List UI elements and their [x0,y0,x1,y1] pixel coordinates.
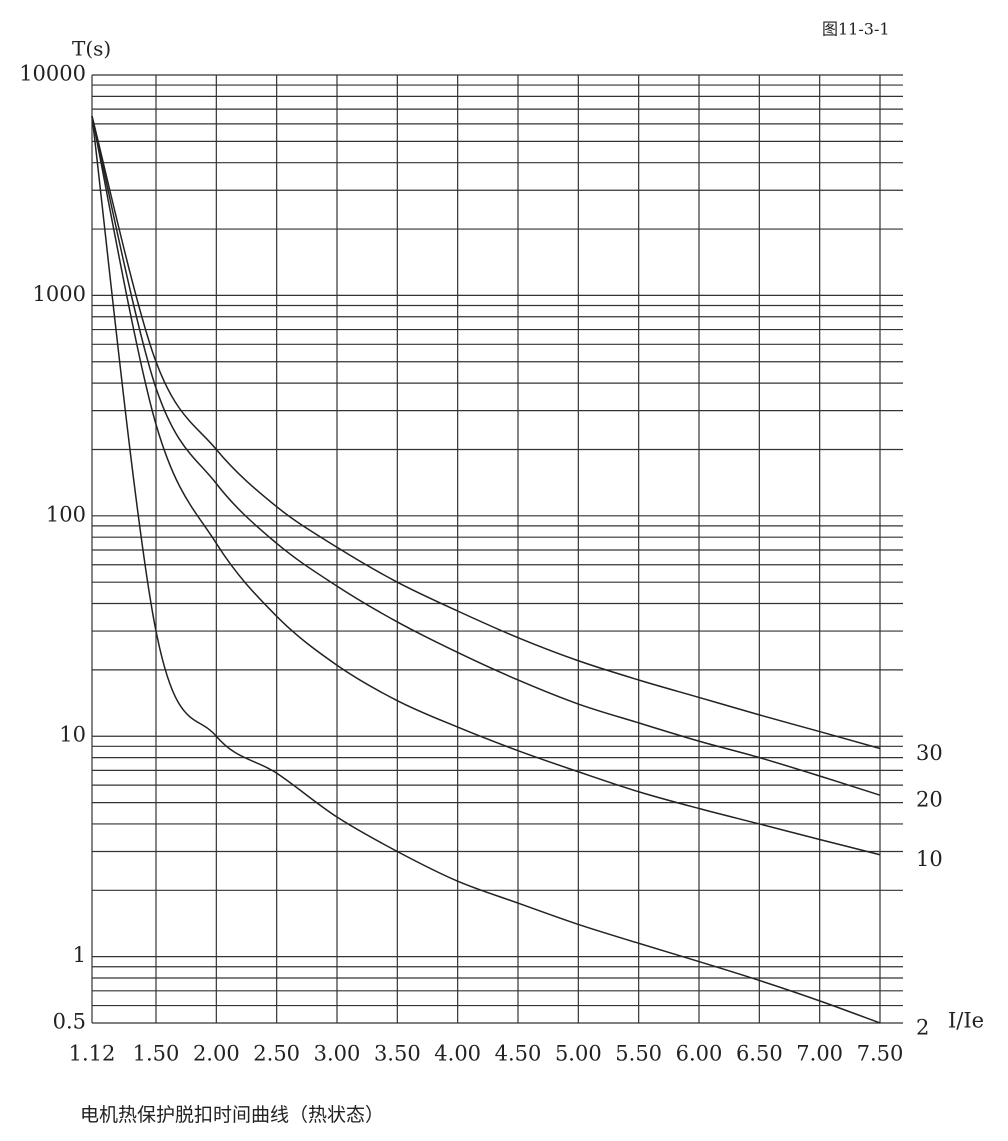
y-tick-label: 1 [73,943,86,967]
x-tick-label: 1.50 [133,1042,180,1066]
curve-label: 30 [916,741,943,765]
x-tick-label: 6.50 [736,1042,783,1066]
curve [91,116,881,1024]
x-tick-label: 3.00 [314,1042,361,1066]
curve [91,116,881,796]
y-tick-label: 10 [59,723,86,747]
x-tick-label: 2.00 [193,1042,240,1066]
y-tick-label: 10000 [19,62,86,86]
x-tick-label: 4.00 [434,1042,481,1066]
figure-label: 图11-3-1 [822,20,890,39]
x-tick-label: 5.00 [555,1042,602,1066]
x-tick-label: 5.50 [615,1042,662,1066]
x-tick-label: 2.50 [253,1042,300,1066]
x-tick-label: 7.00 [796,1042,843,1066]
curve-label: 20 [916,788,943,812]
x-tick-label: 1.12 [69,1042,116,1066]
curve [91,116,881,856]
curve-label: 2 [916,1016,929,1040]
x-tick-label: 6.00 [676,1042,723,1066]
y-tick-label: 0.5 [53,1010,86,1034]
y-axis-label: T(s) [72,37,111,61]
x-axis-label: I/Ie [948,1009,984,1033]
x-tick-label: 4.50 [495,1042,542,1066]
x-tick-label: 7.50 [857,1042,904,1066]
x-tick-label: 3.50 [374,1042,421,1066]
curve [91,116,881,750]
curve-label: 10 [916,847,943,871]
caption: 电机热保护脱扣时间曲线（热状态） [80,1104,384,1126]
y-tick-label: 100 [46,502,86,526]
y-tick-label: 1000 [33,282,86,306]
